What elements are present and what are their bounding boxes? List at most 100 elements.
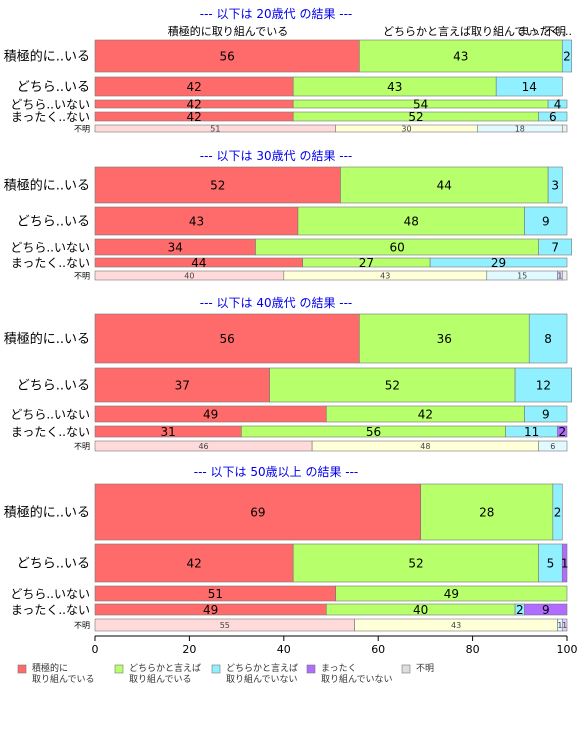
- bar-row: どちら..いない 42 54 4: [10, 98, 568, 112]
- x-tick-label: 40: [277, 643, 291, 656]
- row-label: どちら..いる: [17, 379, 90, 394]
- x-axis: 0 20 40 60 80 100: [92, 635, 578, 656]
- legend-swatch: [306, 664, 316, 674]
- bar-row: 積極的に..いる 56 43 2: [4, 39, 573, 73]
- bar-segment: [292, 543, 539, 583]
- data-label: 56: [220, 50, 235, 64]
- legend-label: どちらかと言えば: [129, 662, 201, 674]
- data-label: 9: [542, 408, 550, 422]
- data-label: 42: [418, 408, 433, 422]
- panel-title: --- 以下は 40歳代 の結果 ---: [200, 296, 353, 310]
- row-label: どちら..いない: [10, 98, 90, 112]
- bar-segment: [335, 585, 568, 602]
- bar-segment: [561, 618, 568, 632]
- chart-panel-2: --- 以下は 30歳代 の結果 --- 積極的に..いる 52 44 3 どちら..いる…: [4, 149, 573, 281]
- bar-row: まったく..ない 31 56 11 2: [11, 425, 568, 439]
- data-label: 14: [522, 80, 537, 94]
- bar-segment: [538, 238, 573, 256]
- data-label: 48: [404, 215, 419, 229]
- bar-segment: [547, 99, 568, 109]
- x-tick-label: 60: [371, 643, 385, 656]
- data-label: 9: [542, 603, 550, 617]
- data-label: 51: [208, 587, 223, 601]
- data-label: 69: [250, 506, 265, 520]
- data-label: 27: [359, 256, 374, 270]
- legend-label: まったく: [321, 663, 357, 674]
- data-label: 7: [551, 241, 559, 255]
- data-label: 43: [189, 215, 204, 229]
- data-label: 42: [186, 110, 201, 124]
- data-label: 2: [516, 603, 524, 617]
- data-label: 48: [420, 442, 430, 451]
- data-label: 28: [479, 506, 494, 520]
- bar-segment: [514, 367, 573, 403]
- row-label: まったく..ない: [11, 256, 90, 270]
- bar-segment: [538, 111, 568, 122]
- bar-segment: [524, 206, 568, 236]
- bar-segment: [524, 603, 568, 616]
- data-label: 2: [563, 50, 571, 64]
- bar-row: 不明 40 43 15 1: [74, 270, 568, 281]
- chart-panel-1: --- 以下は 20歳代 の結果 ---積極的に..いる 56 43 2どちら..いる…: [4, 7, 573, 134]
- data-label: 43: [387, 80, 402, 94]
- row-label: どちら..いない: [10, 241, 90, 255]
- data-label: 49: [444, 587, 459, 601]
- bar-segment: [547, 166, 563, 204]
- row-label: どちら..いる: [17, 215, 90, 230]
- bar-segment: [561, 543, 568, 583]
- legend: 積極的に取り組んでいるどちらかと言えば取り組んでいるどちらかと言えば取り組んでい…: [17, 662, 434, 685]
- row-label: 積極的に..いる: [4, 331, 90, 347]
- data-label: 56: [220, 332, 235, 346]
- bar-row: どちら..いる 42 52 5 1: [17, 543, 568, 583]
- data-label: 49: [203, 603, 218, 617]
- data-label: 34: [168, 241, 183, 255]
- bar-row: まったく..ない 42 52 6: [11, 110, 568, 124]
- row-label: 積極的に..いる: [4, 505, 90, 521]
- data-label: 43: [380, 272, 390, 281]
- bar-segment: [561, 124, 568, 133]
- data-label: 40: [184, 272, 194, 281]
- legend-label: どちらかと言えば: [226, 662, 298, 674]
- data-label: 46: [198, 442, 208, 451]
- bar-segment: [297, 206, 525, 236]
- bar-segment: [94, 166, 341, 204]
- column-headers: 積極的に取り組んでいる どちらかと言えば取り組んでい...まったく...不明: [168, 24, 572, 38]
- legend-label: 取り組んでいる: [32, 673, 95, 685]
- row-label: 積極的に..いる: [4, 49, 90, 65]
- data-label: 54: [413, 98, 428, 112]
- legend-label: 積極的に: [32, 662, 68, 674]
- data-label: 37: [175, 379, 190, 393]
- bar-segment: [557, 425, 568, 438]
- data-label: 8: [544, 332, 552, 346]
- bar-row: どちら..いない 49 42 9: [10, 405, 568, 423]
- legend-label: 不明: [416, 663, 434, 674]
- data-label: 3: [551, 179, 559, 193]
- data-label: 55: [220, 621, 230, 630]
- row-label: まったく..ない: [11, 110, 90, 124]
- column-header-label: まったく...: [518, 25, 572, 38]
- data-label: 6: [549, 110, 557, 124]
- bar-segment: [94, 483, 421, 541]
- data-label: 52: [385, 379, 400, 393]
- row-label: どちら..いない: [10, 408, 90, 422]
- bar-segment: [359, 313, 530, 364]
- bar-segment: [94, 206, 299, 236]
- bar-row: 不明 51 30 18: [74, 124, 568, 134]
- data-label: 2: [558, 425, 566, 439]
- bar-segment: [552, 483, 563, 541]
- bar-row: どちら..いない 34 60 7: [10, 238, 573, 256]
- row-label: まったく..ない: [11, 603, 90, 617]
- legend-swatch: [401, 664, 411, 674]
- legend-swatch: [114, 664, 124, 674]
- legend-label: 取り組んでいない: [321, 673, 393, 685]
- row-label: どちら..いない: [10, 587, 90, 601]
- data-label: 12: [536, 379, 551, 393]
- x-tick-label: 0: [92, 643, 99, 656]
- data-label: 40: [413, 603, 428, 617]
- data-label: 36: [437, 332, 452, 346]
- data-label: 52: [408, 110, 423, 124]
- data-label: 42: [186, 80, 201, 94]
- row-label: 不明: [74, 442, 90, 451]
- data-label: 9: [542, 215, 550, 229]
- row-label: どちら..いる: [17, 557, 90, 572]
